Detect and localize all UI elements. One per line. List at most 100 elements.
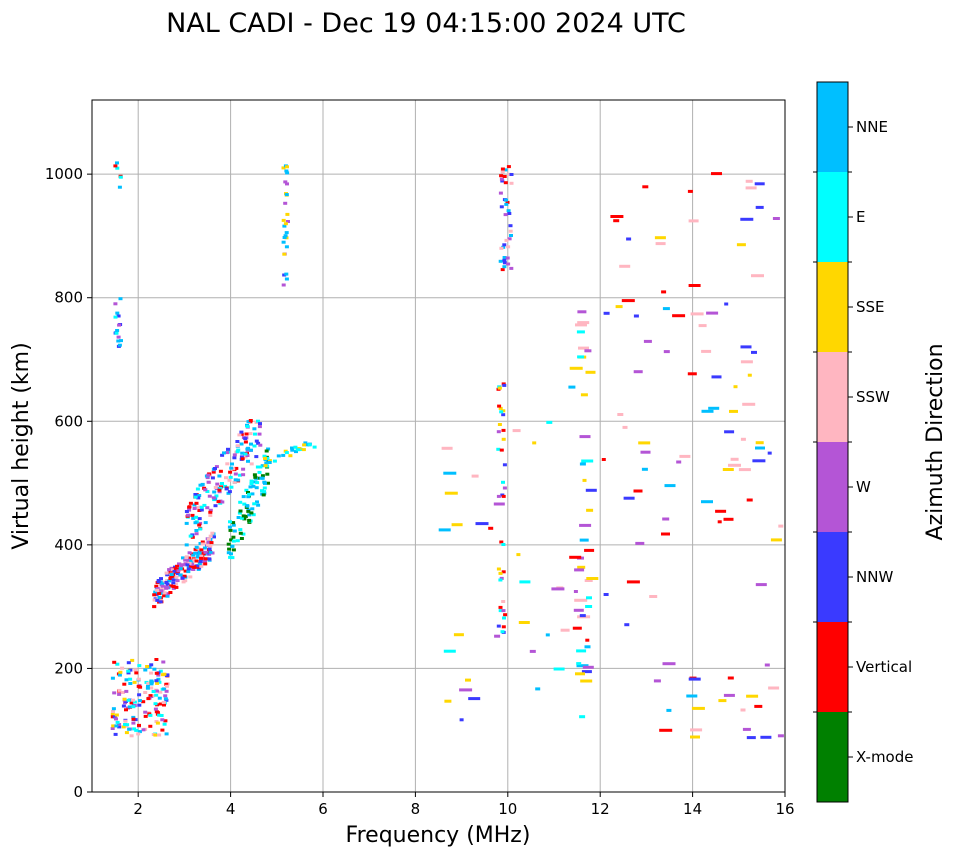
- echo-point-w: [164, 689, 169, 693]
- echo-point-e: [262, 486, 267, 490]
- echo-point-w: [676, 460, 682, 464]
- echo-point-nne: [568, 385, 576, 389]
- echo-point-ssw: [161, 701, 166, 704]
- echo-point-e: [576, 662, 582, 666]
- echo-point-x-mode: [266, 481, 270, 485]
- echo-point-vertical: [193, 547, 198, 551]
- echo-point-w: [167, 568, 172, 572]
- echo-point-e: [243, 452, 248, 456]
- echo-point-x-mode: [253, 475, 258, 479]
- echo-point-sse: [718, 699, 727, 703]
- echo-point-vertical: [164, 682, 169, 686]
- echo-point-nnw: [213, 504, 218, 508]
- echo-point-e: [125, 723, 130, 727]
- echo-point-nne: [284, 277, 289, 281]
- echo-point-sse: [575, 672, 585, 676]
- echo-point-e: [126, 669, 131, 673]
- echo-point-nne: [284, 231, 289, 235]
- echo-point-w: [772, 217, 780, 220]
- echo-point-x-mode: [246, 509, 251, 513]
- echo-point-e: [214, 494, 219, 498]
- echo-point-nne: [200, 482, 205, 486]
- echo-point-ssw: [146, 681, 151, 685]
- echo-point-vertical: [208, 510, 213, 514]
- echo-point-sse: [497, 423, 502, 426]
- echo-point-ssw: [164, 571, 169, 575]
- echo-point-e: [260, 489, 264, 493]
- echo-point-ssw: [162, 580, 167, 584]
- colorbar: X-mode Vertical NNW W SSW SSE E NNE: [813, 81, 913, 803]
- echo-point-ssw: [232, 480, 237, 484]
- echo-point-nnw: [603, 311, 610, 315]
- echo-point-vertical: [199, 556, 203, 560]
- echo-point-ssw: [655, 242, 666, 246]
- echo-point-vertical: [141, 700, 146, 704]
- echo-point-vertical: [143, 714, 148, 718]
- echo-point-nnw: [172, 569, 177, 573]
- echo-point-e: [237, 511, 242, 515]
- echo-point-vertical: [187, 556, 192, 560]
- echo-point-ssw: [499, 246, 504, 250]
- echo-point-nne: [195, 555, 200, 559]
- echo-point-e: [501, 543, 506, 546]
- echo-point-w: [116, 335, 121, 339]
- colorbar-frame: [816, 81, 849, 803]
- echo-point-w: [777, 734, 784, 738]
- echo-point-vertical: [154, 658, 159, 661]
- echo-point-nnw: [239, 430, 244, 434]
- colorbar-segment-nne: [817, 82, 848, 172]
- echo-point-ssw: [158, 690, 163, 694]
- echo-point-ssw: [235, 444, 240, 448]
- echo-point-e: [134, 728, 139, 732]
- echo-point-sse: [580, 393, 588, 397]
- echo-point-nne: [239, 442, 244, 446]
- echo-point-w: [117, 323, 122, 327]
- colorbar-segment-w: [817, 442, 848, 532]
- echo-point-sse: [302, 443, 307, 447]
- echo-point-w: [233, 472, 238, 476]
- echo-point-nnw: [235, 440, 240, 443]
- echo-point-nnw: [193, 493, 198, 496]
- echo-point-w: [205, 476, 210, 480]
- x-tick-label: 12: [591, 800, 610, 818]
- echo-point-ssw: [507, 172, 512, 176]
- echo-point-w: [640, 450, 651, 454]
- echo-point-nne: [290, 448, 295, 452]
- echo-point-nne: [755, 446, 765, 450]
- echo-point-vertical: [715, 509, 727, 513]
- echo-point-nnw: [509, 173, 514, 176]
- echo-point-nnw: [137, 703, 142, 707]
- x-tick-label: 8: [411, 800, 421, 818]
- echo-point-vertical: [157, 592, 162, 596]
- echo-point-nne: [283, 234, 288, 238]
- echo-point-nne: [167, 579, 172, 583]
- echo-point-ssw: [574, 598, 588, 602]
- echo-point-nnw: [171, 578, 176, 582]
- echo-point-vertical: [188, 501, 193, 505]
- echo-point-w: [505, 256, 510, 260]
- echo-point-vertical: [216, 500, 221, 504]
- echo-point-e: [284, 451, 289, 455]
- echo-point-vertical: [154, 710, 159, 714]
- echo-point-sse: [132, 680, 137, 684]
- echo-point-nne: [282, 224, 287, 228]
- echo-point-vertical: [136, 684, 141, 688]
- echo-point-e: [255, 481, 260, 485]
- echo-point-ssw: [249, 462, 254, 466]
- echo-point-x-mode: [264, 449, 269, 453]
- echo-point-sse: [162, 672, 167, 676]
- echo-point-nne: [290, 446, 294, 450]
- echo-point-sse: [267, 459, 272, 463]
- echo-point-ssw: [187, 561, 192, 565]
- echo-point-e: [198, 527, 203, 531]
- echo-point-w: [662, 517, 670, 521]
- echo-point-w: [742, 727, 751, 731]
- echo-point-e: [236, 448, 241, 452]
- echo-point-w: [203, 550, 208, 554]
- echo-point-nne: [245, 447, 250, 451]
- echo-point-nnw: [256, 441, 261, 445]
- echo-point-x-mode: [228, 528, 233, 532]
- echo-point-nne: [146, 684, 150, 688]
- echo-point-vertical: [248, 419, 253, 422]
- echo-point-e: [115, 720, 120, 724]
